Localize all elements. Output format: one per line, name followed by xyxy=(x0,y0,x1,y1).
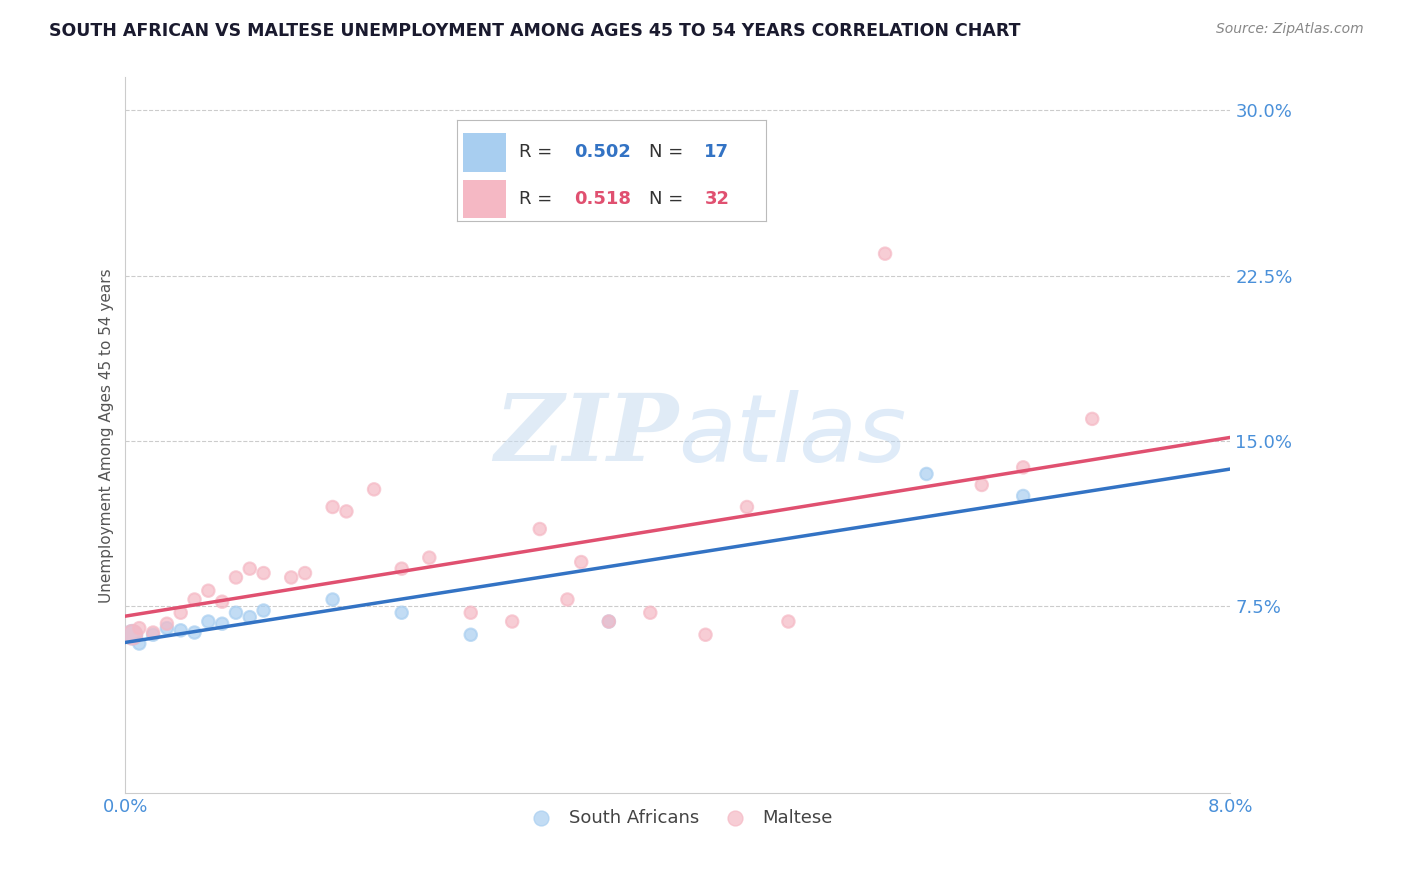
Text: Source: ZipAtlas.com: Source: ZipAtlas.com xyxy=(1216,22,1364,37)
Point xyxy=(569,555,592,569)
Point xyxy=(239,562,262,576)
Point xyxy=(156,616,179,631)
Point xyxy=(170,606,193,620)
Point xyxy=(1081,412,1104,426)
Point xyxy=(239,610,262,624)
Point xyxy=(197,615,219,629)
Point xyxy=(1012,489,1035,503)
Point xyxy=(322,500,344,514)
Text: R =: R = xyxy=(519,144,558,161)
Text: N =: N = xyxy=(648,144,689,161)
Point xyxy=(695,628,717,642)
Point xyxy=(252,603,274,617)
Point xyxy=(197,583,219,598)
Point xyxy=(529,522,551,536)
Point xyxy=(183,625,205,640)
Point xyxy=(335,504,357,518)
Text: N =: N = xyxy=(648,190,689,208)
Point xyxy=(211,616,233,631)
Point xyxy=(183,592,205,607)
Point xyxy=(598,615,620,629)
Point xyxy=(735,500,758,514)
Point xyxy=(121,628,143,642)
Point xyxy=(501,615,523,629)
Point xyxy=(252,566,274,580)
Text: 17: 17 xyxy=(704,144,730,161)
Point xyxy=(142,628,165,642)
Point xyxy=(121,628,143,642)
Point xyxy=(460,628,482,642)
Point xyxy=(294,566,316,580)
Point xyxy=(391,562,413,576)
Point xyxy=(418,550,440,565)
Point xyxy=(915,467,938,481)
Text: R =: R = xyxy=(519,190,564,208)
FancyBboxPatch shape xyxy=(463,179,506,218)
Point xyxy=(970,478,993,492)
Text: 32: 32 xyxy=(704,190,730,208)
Point xyxy=(640,606,662,620)
Point xyxy=(778,615,800,629)
Point xyxy=(873,246,896,260)
Text: 0.502: 0.502 xyxy=(575,144,631,161)
Point xyxy=(322,592,344,607)
Y-axis label: Unemployment Among Ages 45 to 54 years: Unemployment Among Ages 45 to 54 years xyxy=(100,268,114,603)
Point xyxy=(128,621,150,635)
Point xyxy=(598,615,620,629)
Point xyxy=(557,592,579,607)
Point xyxy=(460,606,482,620)
Point xyxy=(225,606,247,620)
Point xyxy=(211,595,233,609)
FancyBboxPatch shape xyxy=(463,134,506,171)
Point xyxy=(156,621,179,635)
Point xyxy=(363,483,385,497)
Point xyxy=(391,606,413,620)
Point xyxy=(142,625,165,640)
Text: 0.518: 0.518 xyxy=(575,190,631,208)
Text: atlas: atlas xyxy=(678,390,905,481)
Point xyxy=(128,636,150,650)
Legend: South Africans, Maltese: South Africans, Maltese xyxy=(516,802,839,834)
Text: ZIP: ZIP xyxy=(494,391,678,481)
Point xyxy=(1012,460,1035,475)
Point xyxy=(225,570,247,584)
Point xyxy=(280,570,302,584)
Text: SOUTH AFRICAN VS MALTESE UNEMPLOYMENT AMONG AGES 45 TO 54 YEARS CORRELATION CHAR: SOUTH AFRICAN VS MALTESE UNEMPLOYMENT AM… xyxy=(49,22,1021,40)
Point xyxy=(170,624,193,638)
